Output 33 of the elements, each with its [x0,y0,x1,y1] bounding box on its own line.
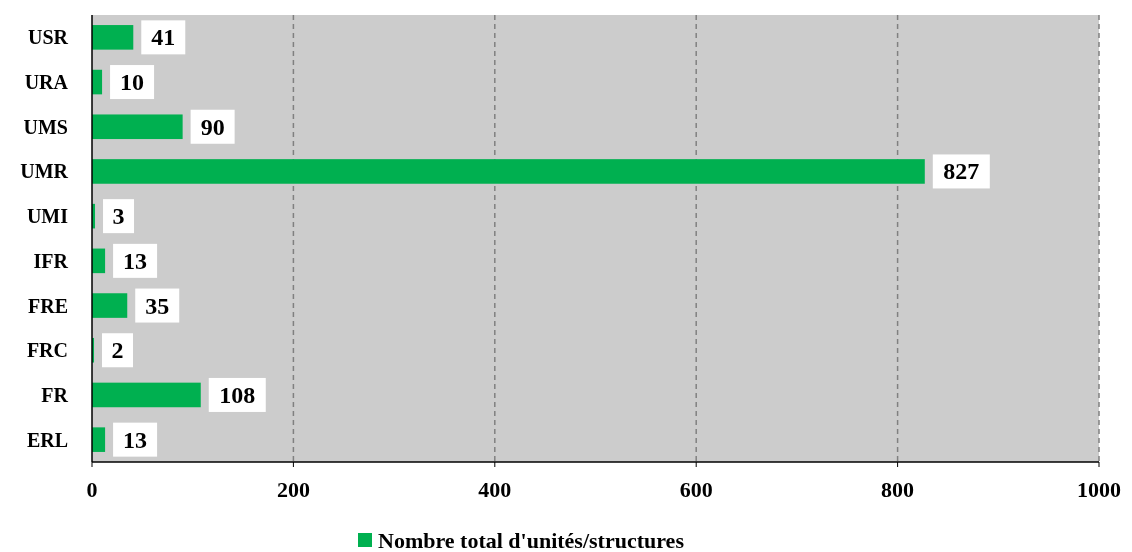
x-tick-label: 600 [679,477,713,502]
x-tick-label: 1000 [1077,477,1121,502]
y-tick-label: FR [41,383,69,406]
y-tick-label: IFR [33,249,69,272]
bar [92,159,925,184]
data-label: 90 [200,113,225,140]
y-tick-label: UMI [26,205,69,228]
bar [92,427,106,452]
y-tick-label: FRC [26,339,68,362]
y-tick-label: ERL [26,428,68,451]
bar [92,25,134,50]
bar [92,382,201,408]
y-tick-label: FRE [28,294,68,317]
y-tick-label: UMR [20,160,69,183]
x-tick-label: 800 [881,477,915,502]
y-tick-label: URA [24,71,69,94]
x-tick-label: 0 [86,477,98,502]
data-label: 108 [219,381,256,408]
data-label: 41 [151,24,176,51]
y-tick-label: UMS [23,115,68,138]
data-label: 13 [123,426,148,453]
x-tick-label: 400 [478,477,512,502]
bar [92,293,128,318]
data-label: 35 [145,292,170,319]
data-label: 2 [111,337,124,364]
legend-label: Nombre total d'unités/structures [378,527,685,552]
y-tick-label: USR [27,26,69,49]
bar [92,114,183,140]
x-tick-label: 200 [276,477,310,502]
data-label: 827 [943,158,980,185]
data-label: 10 [120,69,145,96]
data-label: 3 [112,203,125,230]
data-label: 13 [123,247,148,274]
